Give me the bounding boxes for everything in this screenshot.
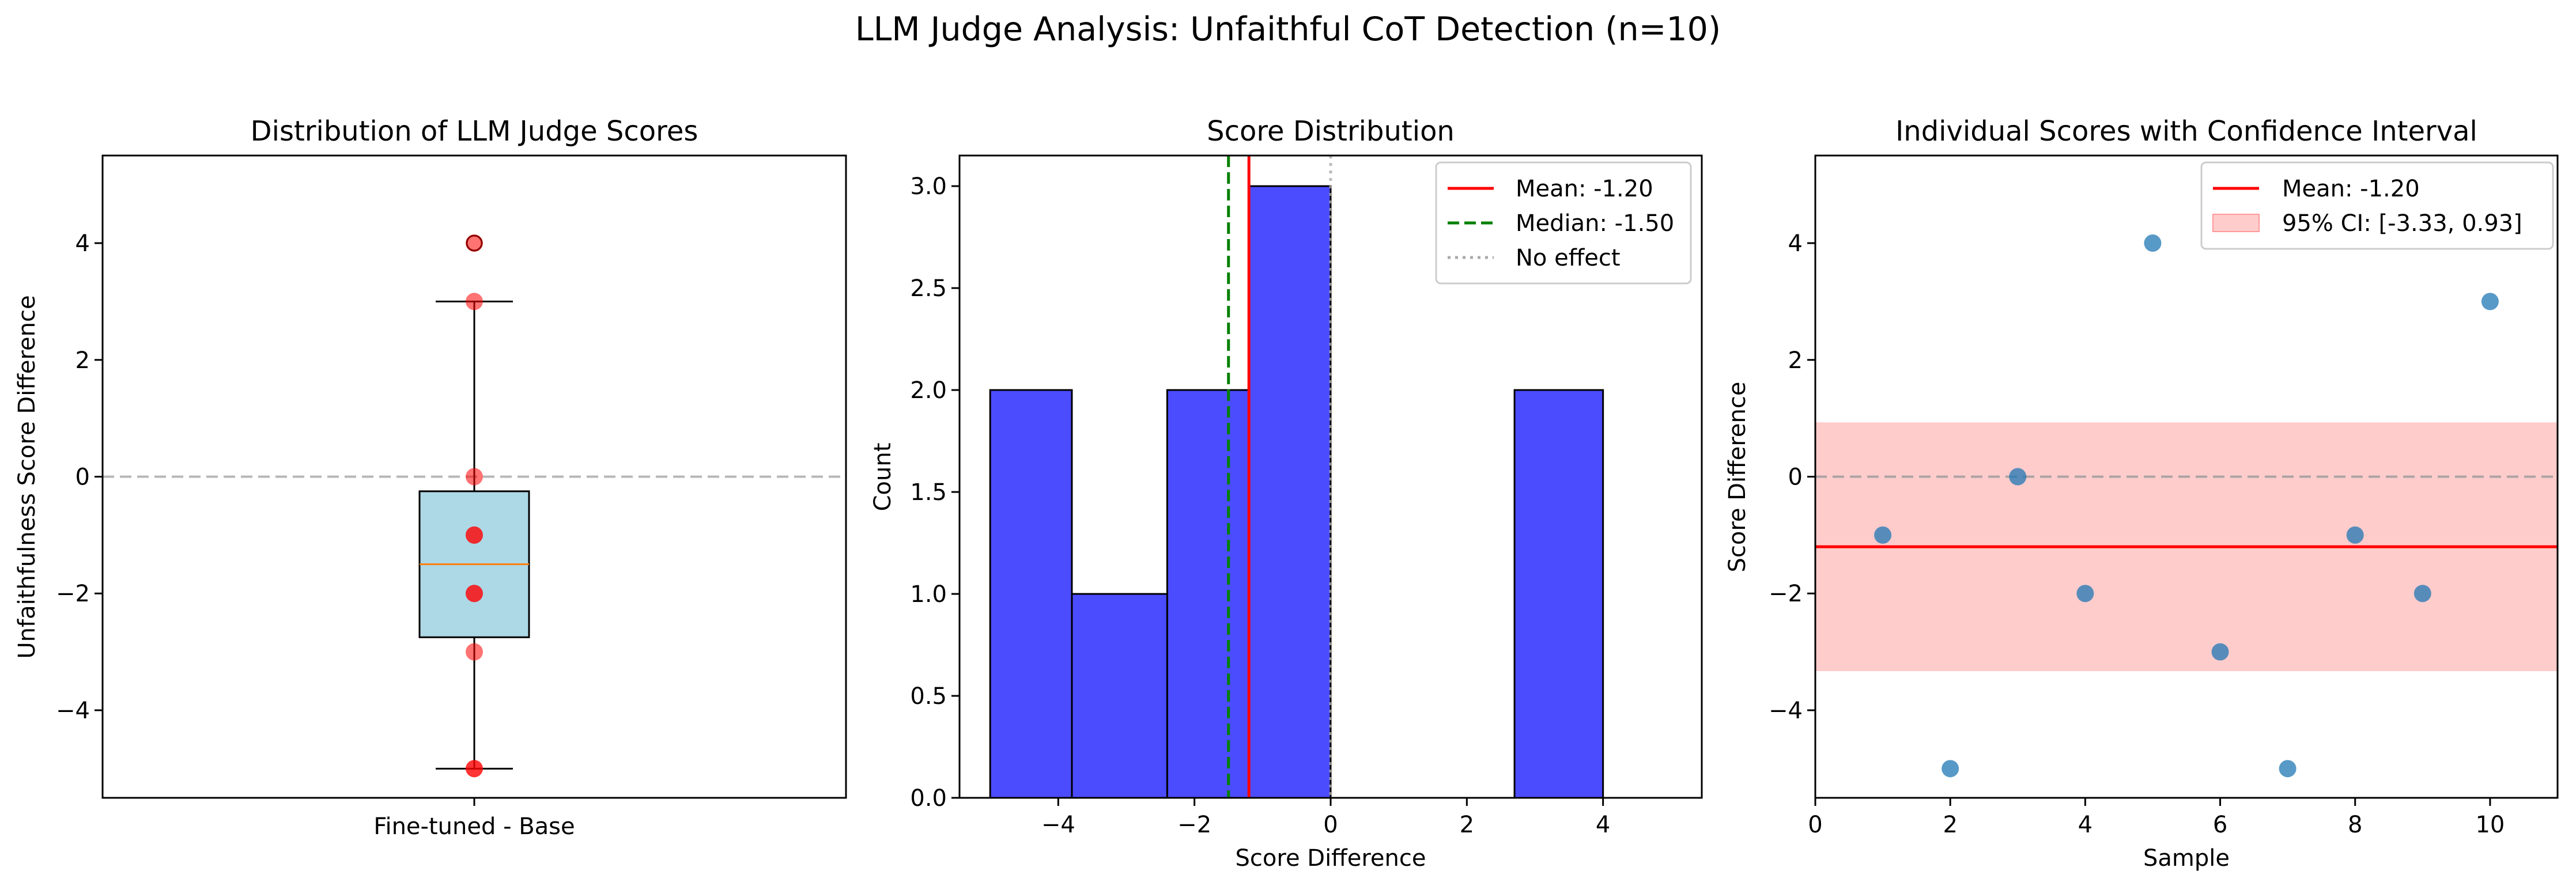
y-tick-label: 0.5: [910, 683, 947, 710]
legend-median-label: Median: -1.50: [1516, 210, 1674, 237]
y-tick-label: 0.0: [910, 785, 947, 812]
y-tick-label: −4: [56, 698, 90, 724]
histogram-ylabel: Count: [870, 443, 896, 512]
scatter-point: [2413, 585, 2431, 603]
scatter-point: [2481, 293, 2499, 310]
x-tick-label: 2: [1460, 812, 1474, 838]
x-tick-label: 10: [2475, 812, 2505, 838]
y-tick-label: 3.0: [910, 173, 947, 200]
x-tick-label: −2: [1177, 812, 1211, 838]
scatter-point: [1942, 760, 1959, 778]
legend-mean-label: Mean: -1.20: [1516, 176, 1653, 202]
legend-mean-label: Mean: -1.20: [2282, 176, 2420, 202]
legend-ci-swatch: [2212, 214, 2260, 232]
x-tick-label: 4: [2078, 812, 2092, 838]
histogram-legend: Mean: -1.20 Median: -1.50 No effect: [1435, 161, 1692, 285]
scatter-point: [2346, 526, 2364, 544]
y-tick-label: 2.0: [910, 377, 947, 404]
x-tick-label: −4: [1041, 812, 1075, 838]
scatter-point: [2144, 234, 2162, 252]
data-point: [466, 760, 483, 778]
y-tick-label: 0: [75, 464, 90, 491]
data-point: [466, 293, 483, 310]
histogram-title: Score Distribution: [1207, 115, 1455, 147]
legend-no-effect-label: No effect: [1516, 245, 1621, 271]
scatter-panel: Individual Scores with Confidence Interv…: [1724, 115, 2559, 872]
y-tick-label: −2: [56, 581, 90, 607]
y-tick-label: 4: [1788, 230, 1803, 257]
data-point: [466, 234, 483, 252]
scatter-point: [2211, 643, 2229, 661]
y-tick-label: 4: [75, 230, 90, 257]
y-tick-label: 2.5: [910, 275, 947, 302]
scatter-xlabel: Sample: [2143, 845, 2230, 872]
y-tick-label: 0: [1788, 464, 1803, 491]
y-tick-label: −2: [1769, 581, 1803, 607]
y-tick-label: −4: [1769, 698, 1803, 724]
data-point: [466, 526, 483, 544]
boxplot-title: Distribution of LLM Judge Scores: [251, 115, 698, 147]
histogram-bar: [1071, 593, 1168, 799]
x-tick-label: 0: [1808, 812, 1822, 838]
scatter-point: [2009, 468, 2027, 486]
figure-title: LLM Judge Analysis: Unfaithful CoT Detec…: [855, 10, 1721, 48]
scatter-point: [2076, 585, 2094, 603]
scatter-point: [2279, 760, 2297, 778]
data-point: [466, 585, 483, 603]
histogram-bar: [1248, 185, 1332, 799]
histogram-legend-frame: [1435, 161, 1692, 285]
y-tick-label: 2: [1788, 347, 1803, 374]
boxplot-panel: Distribution of LLM Judge Scores Unfaith…: [14, 115, 847, 840]
histogram-bar: [1166, 389, 1250, 799]
histogram-bar: [989, 389, 1073, 799]
legend-ci-label: 95% CI: [-3.33, 0.93]: [2282, 210, 2522, 237]
scatter-legend: Mean: -1.20 95% CI: [-3.33, 0.93]: [2200, 161, 2554, 250]
x-tick-label: 6: [2213, 812, 2227, 838]
scatter-ylabel: Score Difference: [1724, 382, 1751, 573]
scatter-title: Individual Scores with Confidence Interv…: [1895, 115, 2477, 147]
histogram-xlabel: Score Difference: [1236, 845, 1426, 872]
y-tick-label: 1.0: [910, 581, 947, 608]
scatter-point: [1874, 526, 1892, 544]
x-tick-label: 8: [2348, 812, 2362, 838]
y-tick-label: 2: [75, 347, 90, 374]
x-tick-label: 0: [1323, 812, 1338, 838]
data-point: [466, 643, 483, 661]
boxplot-ylabel: Unfaithfulness Score Difference: [14, 295, 40, 658]
boxplot-xtick-label: Fine-tuned - Base: [373, 813, 575, 840]
y-tick-label: 1.5: [910, 479, 947, 506]
x-tick-label: 2: [1943, 812, 1957, 838]
histogram-bar: [1513, 389, 1604, 799]
x-tick-label: 4: [1596, 812, 1610, 838]
histogram-panel: Score Distribution Count Score Differenc…: [870, 115, 1703, 872]
scatter-legend-frame: [2200, 161, 2554, 250]
data-point: [466, 468, 483, 486]
